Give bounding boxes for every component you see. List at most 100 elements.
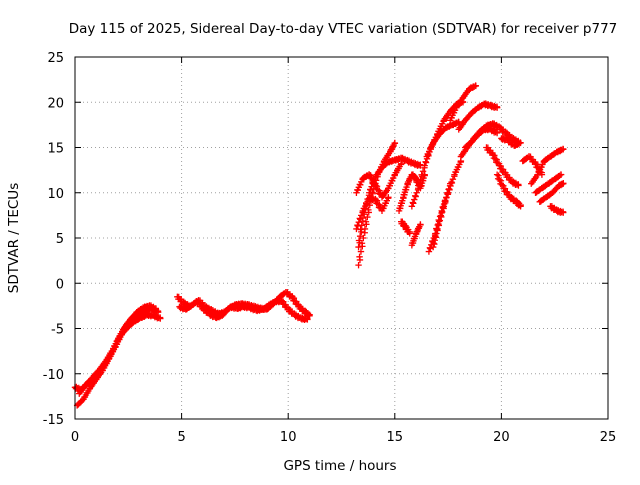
data-point: [374, 186, 382, 194]
data-point: [443, 194, 450, 202]
series-arc-17: [447, 82, 480, 124]
y-tick-label: -5: [51, 323, 64, 338]
data-point: [492, 155, 499, 163]
data-point: [517, 203, 524, 210]
data-point: [472, 82, 480, 90]
data-point: [397, 160, 405, 167]
data-point: [493, 104, 501, 111]
y-tick-label: 0: [56, 277, 64, 292]
data-point: [357, 248, 365, 255]
series-arc-25: [528, 145, 567, 187]
data-point: [560, 146, 567, 153]
data-point: [409, 199, 417, 206]
data-point: [355, 237, 363, 244]
series-arc-22: [493, 171, 524, 210]
data-point: [367, 174, 374, 182]
series-arc-20: [461, 125, 501, 151]
data-point: [408, 203, 416, 210]
data-point: [517, 139, 524, 147]
data-point: [406, 230, 413, 237]
data-point: [416, 180, 423, 187]
plot-frame: [74, 56, 609, 420]
data-point: [426, 244, 434, 251]
data-point: [434, 225, 441, 233]
data-point: [368, 175, 375, 182]
data-point: [447, 180, 454, 187]
x-tick-label: 0: [71, 430, 79, 445]
data-point: [441, 198, 449, 205]
data-point: [496, 176, 503, 183]
data-point: [374, 200, 382, 208]
data-point: [413, 189, 420, 196]
series-arc-8: [353, 160, 405, 201]
data-point: [418, 171, 425, 178]
y-tick-label: 5: [56, 232, 64, 247]
data-point: [356, 232, 364, 240]
series-arc-5: [176, 297, 311, 324]
series-arc-3: [76, 302, 160, 397]
series-arc-14: [423, 118, 462, 160]
y-tick-labels: -15 -10 -5 0 5 10 15 20 25: [43, 51, 64, 428]
x-tick-label: 20: [493, 430, 510, 445]
series-arc-19: [455, 100, 501, 133]
data-point: [385, 194, 392, 201]
data-point: [439, 208, 446, 216]
data-point: [532, 160, 539, 167]
data-point: [357, 226, 364, 233]
data-point: [435, 220, 442, 228]
data-point: [356, 253, 363, 260]
data-point: [493, 159, 500, 166]
data-point: [421, 162, 428, 169]
data-point: [422, 158, 429, 165]
data-point: [557, 171, 565, 178]
data-point: [157, 315, 164, 322]
x-tick-label: 10: [280, 430, 297, 445]
x-tick-label: 15: [387, 430, 404, 445]
data-point: [373, 200, 380, 207]
data-point: [361, 225, 369, 233]
data-point: [369, 178, 376, 186]
series-arc-12: [408, 221, 424, 249]
data-point: [355, 243, 362, 251]
data-point: [355, 218, 363, 226]
data-point: [417, 221, 424, 228]
series-arc-23: [498, 134, 524, 149]
data-point: [364, 213, 371, 221]
series-arc-26: [532, 171, 565, 196]
chart-title: Day 115 of 2025, Sidereal Day-to-day VTE…: [69, 21, 618, 37]
x-tick-label: 5: [177, 430, 185, 445]
y-tick-label: 10: [47, 187, 64, 202]
data-point: [430, 240, 437, 247]
data-point: [425, 248, 433, 255]
data-point: [372, 182, 379, 189]
series-arc-16: [429, 180, 454, 251]
data-point: [356, 215, 364, 222]
data-point: [493, 129, 501, 137]
data-point: [436, 217, 444, 224]
series-arc-21: [483, 144, 522, 189]
x-tick-label: 25: [600, 430, 617, 445]
data-point: [498, 181, 506, 189]
data-point: [560, 209, 567, 216]
data-point: [437, 212, 445, 219]
data-point: [355, 261, 362, 269]
data-point: [515, 182, 522, 189]
series-arc-11: [397, 218, 413, 237]
data-point: [375, 204, 383, 211]
y-tick-label: 20: [47, 96, 64, 111]
data-point: [372, 196, 379, 204]
data-points: [71, 82, 567, 409]
data-point: [419, 168, 427, 175]
y-tick-label: -15: [43, 413, 64, 428]
data-point: [433, 230, 440, 237]
data-point: [152, 306, 160, 313]
data-point: [412, 192, 419, 199]
series-arc-28: [547, 202, 567, 216]
data-point: [445, 186, 452, 193]
y-tick-label: -10: [43, 368, 64, 383]
data-point: [362, 218, 370, 225]
series-arc-2: [73, 311, 164, 409]
data-point: [493, 171, 501, 178]
